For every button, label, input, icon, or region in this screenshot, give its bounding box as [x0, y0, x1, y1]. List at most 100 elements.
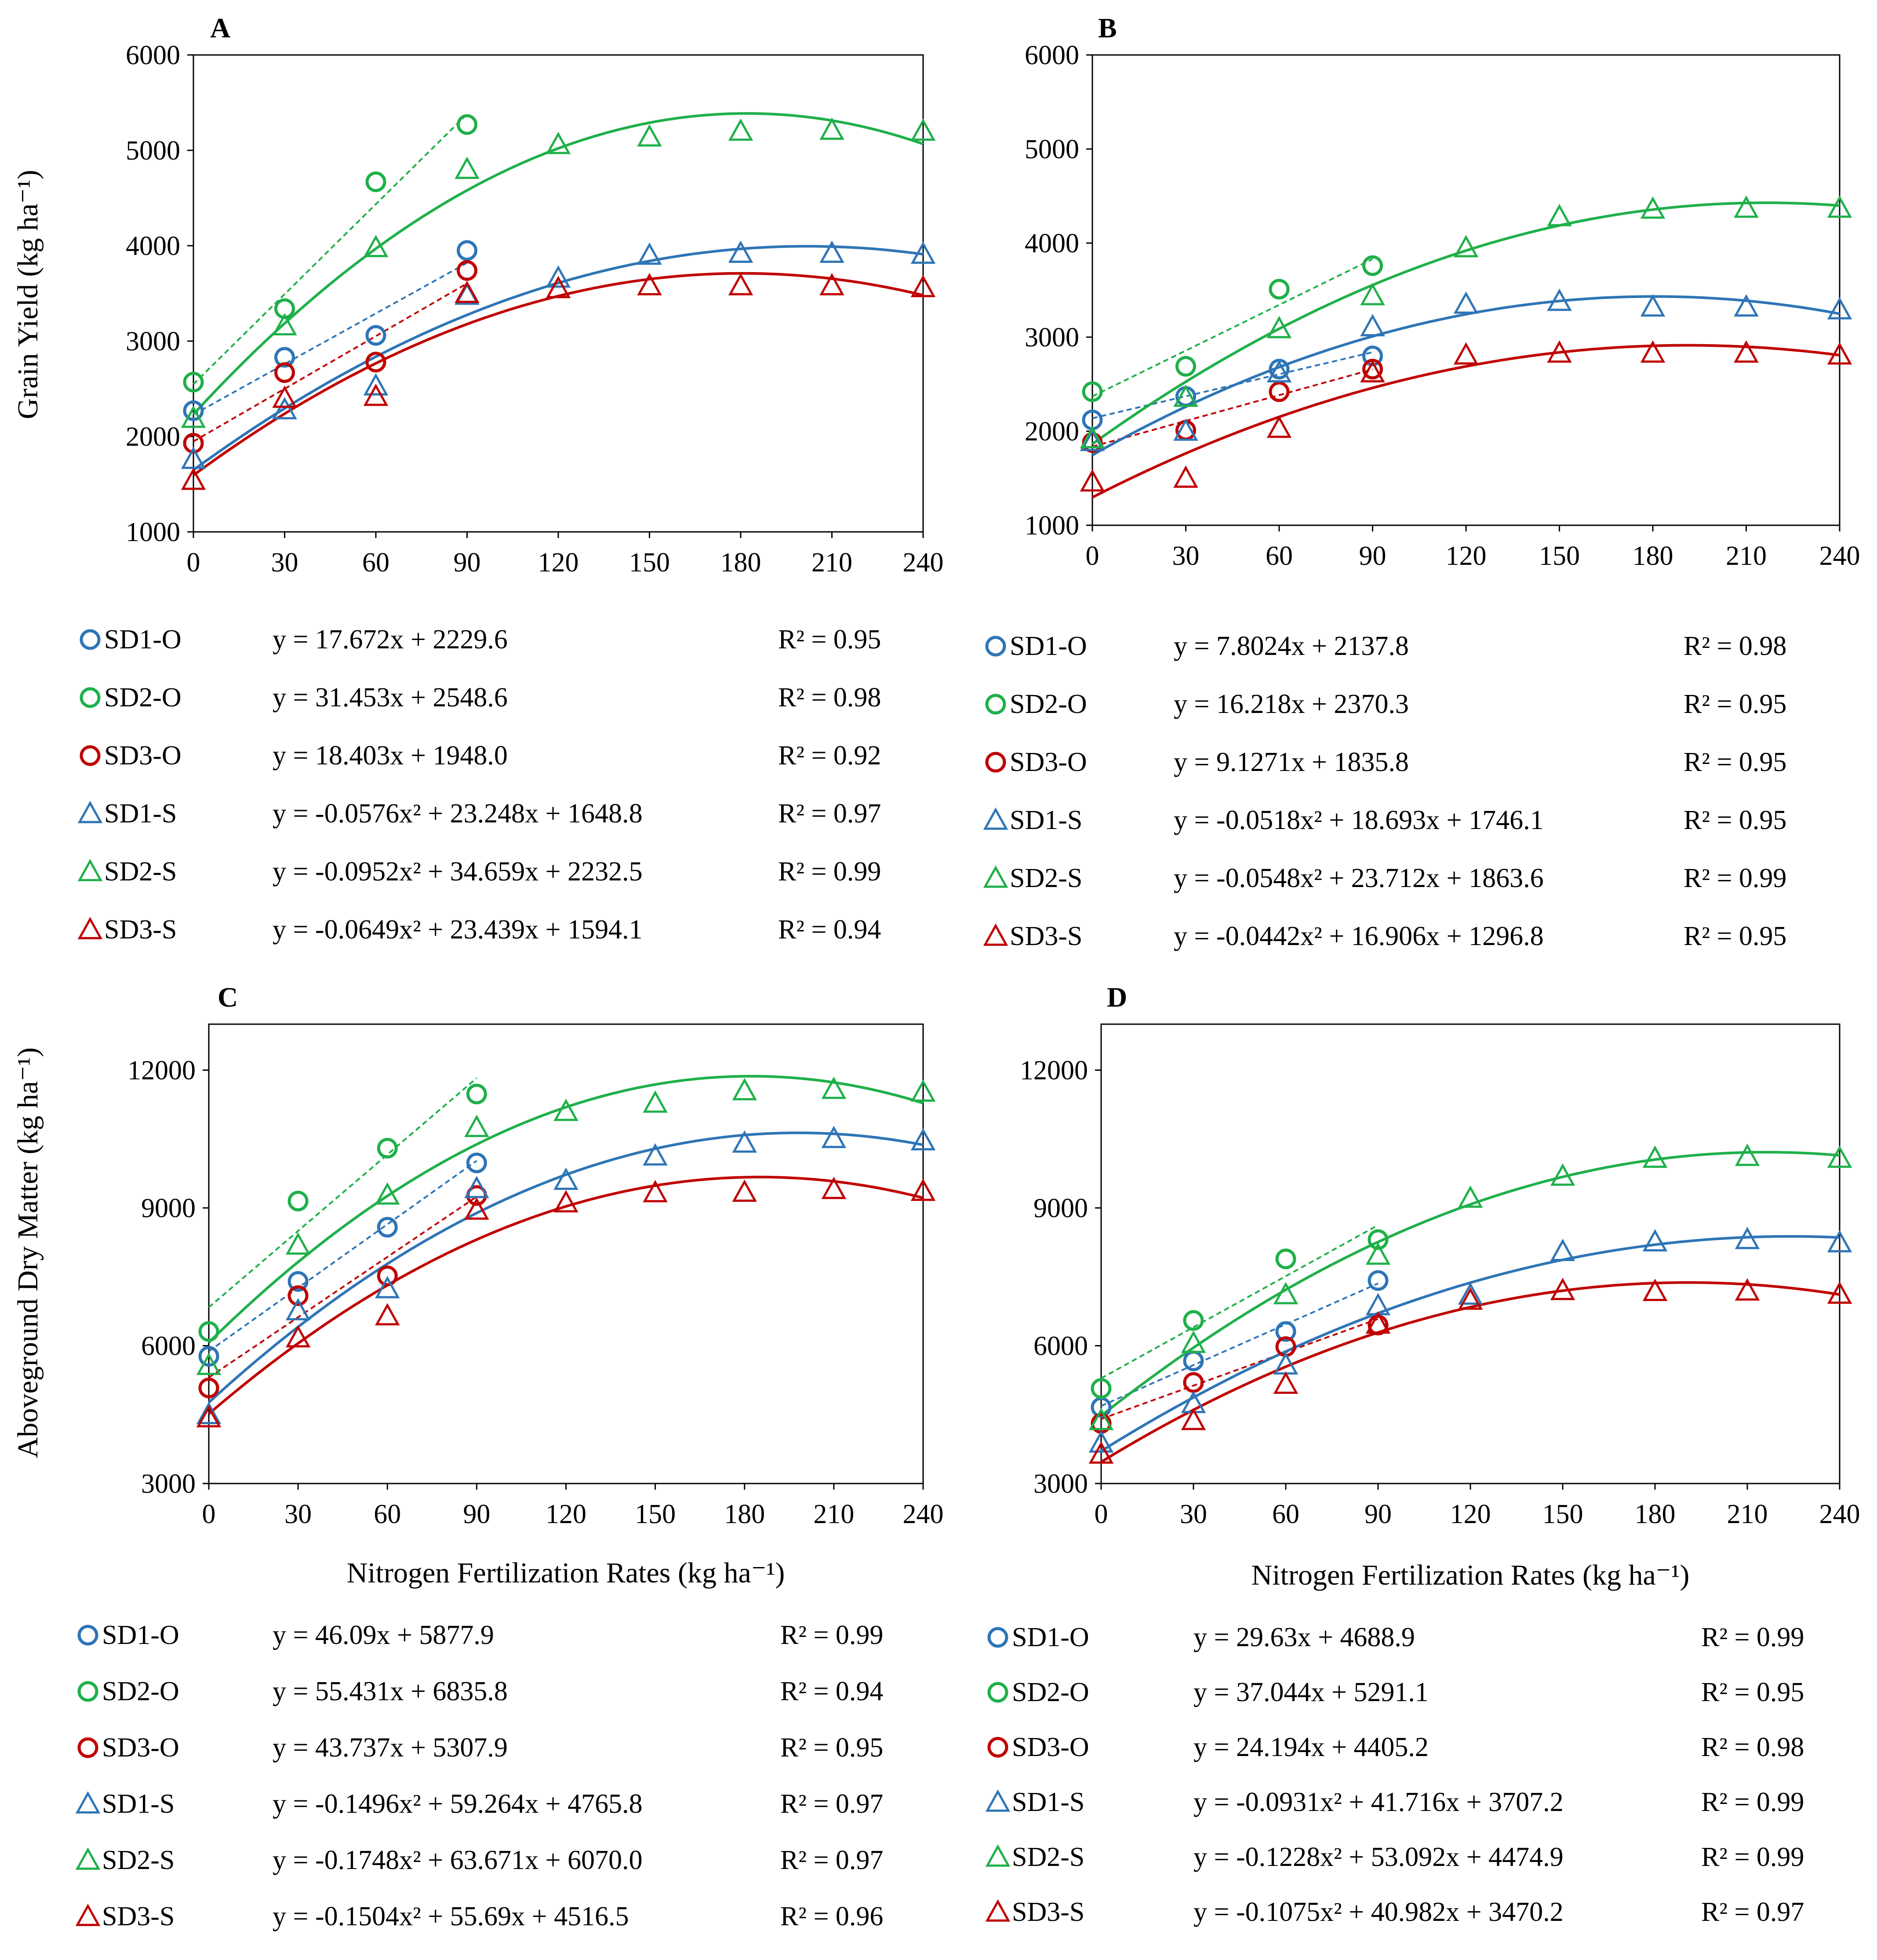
- x-tick-label: 30: [271, 548, 298, 578]
- x-tick-label: 30: [1180, 1499, 1207, 1529]
- r-squared: R² = 0.98: [778, 683, 881, 713]
- data-point-sd1-s: [637, 242, 662, 265]
- x-tick-label: 120: [1450, 1499, 1491, 1529]
- data-point-sd1-s: [363, 373, 389, 396]
- fit-line-sd2-s: [192, 112, 924, 415]
- data-point-sd3-o: [377, 1265, 398, 1287]
- legend-label: SD1-O: [1012, 1622, 1089, 1652]
- y-tick-label: 3000: [1033, 1469, 1088, 1499]
- x-tick-label: 90: [1364, 1499, 1392, 1529]
- x-tick-label: 240: [903, 548, 944, 578]
- fit-line-sd1-s: [1091, 295, 1840, 456]
- legend-label: SD2-S: [1010, 863, 1082, 893]
- data-point-sd2-s: [1360, 283, 1385, 305]
- legend-label: SD1-O: [102, 1620, 179, 1650]
- fit-equation: y = 17.672x + 2229.6: [273, 625, 508, 655]
- fit-equation: y = 18.403x + 1948.0: [273, 741, 508, 771]
- fit-line-sd3-o: [1092, 368, 1373, 448]
- x-tick-label: 60: [1272, 1499, 1299, 1529]
- data-point-sd3-s: [821, 1177, 847, 1199]
- x-tick-label: 90: [463, 1499, 490, 1529]
- data-point-sd1-o: [377, 1217, 398, 1238]
- fit-line-sd3-o: [193, 283, 468, 443]
- panel-label: C: [218, 982, 238, 1013]
- legend-label: SD1-S: [102, 1789, 175, 1819]
- legend-label: SD2-S: [104, 857, 177, 887]
- data-point-sd3-s: [464, 1197, 489, 1220]
- data-point-sd3-s: [643, 1180, 668, 1203]
- x-tick-label: 210: [1726, 541, 1767, 571]
- y-tick-label: 3000: [1025, 323, 1079, 353]
- x-tick-label: 120: [1446, 541, 1487, 571]
- y-tick-label: 1000: [126, 517, 180, 547]
- data-point-sd1-s: [546, 265, 571, 288]
- fit-equation: y = -0.1075x² + 40.982x + 3470.2: [1193, 1897, 1564, 1927]
- data-point-sd2-s: [1458, 1185, 1483, 1208]
- data-point-sd2-s: [1273, 1282, 1299, 1305]
- data-point-sd1-s: [1458, 1282, 1483, 1305]
- plot-frame: [1091, 54, 1841, 526]
- panel-c: C 3000 6000 9000 12000 0 30 60 90 120 150 180 210 240…: [12, 982, 944, 1931]
- fit-line-sd3-s: [193, 272, 924, 476]
- plot-frame: [193, 54, 924, 533]
- legend-marker-sd2-s: [985, 1844, 1011, 1867]
- data-point-sd2-s: [285, 1232, 311, 1255]
- data-point-sd3-s: [1273, 1371, 1299, 1394]
- y-tick-label: 3000: [141, 1469, 196, 1499]
- legend-label: SD2-S: [1012, 1842, 1084, 1872]
- data-point-sd2-s: [1550, 1163, 1575, 1186]
- data-point-sd3-o: [457, 260, 477, 281]
- data-point-sd3-o: [1183, 1372, 1204, 1393]
- x-tick-label: 240: [903, 1499, 944, 1529]
- data-point-sd3-s: [1080, 469, 1105, 492]
- data-point-sd2-s: [1080, 425, 1105, 448]
- data-point-sd1-s: [196, 1402, 222, 1424]
- fit-line-sd3-s: [1100, 1281, 1840, 1463]
- data-point-sd2-o: [1183, 1310, 1204, 1331]
- data-point-sd3-s: [1365, 1311, 1391, 1334]
- legend-marker-sd1-s: [77, 800, 103, 823]
- x-tick-label: 0: [1095, 1499, 1108, 1529]
- legend-label: SD3-S: [102, 1902, 175, 1931]
- fit-line-sd2-o: [208, 1077, 477, 1308]
- x-tick-label: 60: [1266, 541, 1293, 571]
- data-point-sd1-s: [1173, 418, 1198, 441]
- data-point-sd2-s: [643, 1090, 668, 1113]
- data-point-sd3-s: [637, 273, 662, 295]
- data-point-sd3-s: [732, 1179, 757, 1202]
- data-point-sd1-o: [1275, 1321, 1296, 1342]
- data-point-sd1-o: [1362, 345, 1383, 367]
- data-point-sd2-s: [546, 131, 571, 154]
- data-point-sd1-s: [1827, 1230, 1852, 1253]
- r-squared: R² = 0.99: [1684, 863, 1786, 893]
- data-point-sd1-s: [1453, 291, 1479, 314]
- data-point-sd2-s: [1547, 204, 1572, 226]
- r-squared: R² = 0.95: [1684, 747, 1786, 777]
- plot-frame: [1100, 1023, 1841, 1484]
- data-point-sd1-s: [285, 1298, 311, 1320]
- y-tick-label: 2000: [126, 422, 180, 452]
- y-tick-label: 4000: [1025, 229, 1079, 258]
- data-point-sd3-s: [1827, 342, 1852, 365]
- data-point-sd2-s: [910, 1079, 936, 1102]
- data-point-sd3-s: [1088, 1441, 1114, 1464]
- y-tick-label: 3000: [126, 327, 180, 356]
- data-point-sd1-s: [728, 240, 753, 263]
- x-tick-label: 30: [284, 1499, 312, 1529]
- legend-label: SD3-S: [1012, 1897, 1084, 1927]
- data-point-sd2-o: [1368, 1229, 1389, 1250]
- legend-marker-sd2-s: [77, 858, 103, 881]
- y-tick-label: 2000: [1025, 417, 1079, 447]
- r-squared: R² = 0.97: [1701, 1897, 1804, 1927]
- data-point-sd2-s: [637, 124, 662, 147]
- data-point-sd1-s: [643, 1143, 668, 1166]
- legend-label: SD1-S: [1012, 1787, 1084, 1817]
- legend-marker-sd3-o: [985, 752, 1006, 773]
- data-point-sd1-o: [457, 240, 477, 261]
- data-point-sd2-s: [464, 1114, 489, 1137]
- r-squared: R² = 0.95: [1684, 689, 1786, 719]
- r-squared: R² = 0.94: [780, 1676, 883, 1706]
- fit-equation: y = 43.737x + 5307.9: [273, 1733, 508, 1763]
- data-point-sd2-s: [553, 1098, 578, 1121]
- panel-label: A: [210, 12, 230, 44]
